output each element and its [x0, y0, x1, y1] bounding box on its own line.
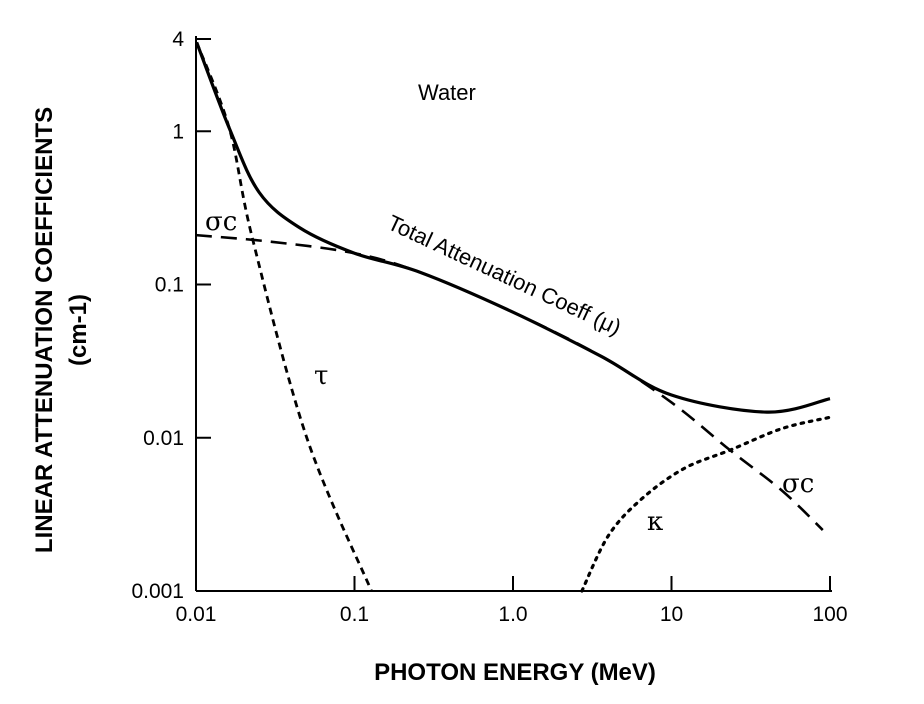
material-label: Water	[418, 80, 476, 105]
x-tick-label: 1.0	[498, 603, 527, 626]
y-tick-label: 4	[172, 28, 184, 51]
x-axis-title: PHOTON ENERGY (MeV)	[374, 659, 656, 686]
total-curve-label: Total Attenuation Coeff (μ)	[384, 210, 625, 340]
y-axis-unit: (cm-1)	[65, 294, 92, 366]
series-line-1	[195, 233, 824, 531]
pair-production-label: κ	[647, 507, 663, 537]
series-line-3	[580, 415, 832, 593]
series-line-0	[195, 41, 831, 414]
x-tick-label: 0.01	[176, 603, 217, 626]
series-group	[195, 41, 832, 593]
series-line-2	[195, 41, 373, 592]
x-tick-label: 100	[812, 603, 847, 626]
y-tick-label: 1	[172, 120, 184, 143]
compton-label-left: σc	[205, 207, 237, 237]
photoelectric-label: τ	[314, 361, 328, 391]
y-tick-label: 0.1	[155, 274, 184, 297]
y-axis-title: LINEAR ATTENUATION COEFFICIENTS	[31, 107, 58, 553]
y-tick-label: 0.01	[143, 427, 184, 450]
y-tick-label: 0.001	[131, 580, 184, 603]
x-tick-label: 10	[660, 603, 683, 626]
compton-label-right: σc	[782, 469, 814, 499]
x-tick-label: 0.1	[340, 603, 369, 626]
